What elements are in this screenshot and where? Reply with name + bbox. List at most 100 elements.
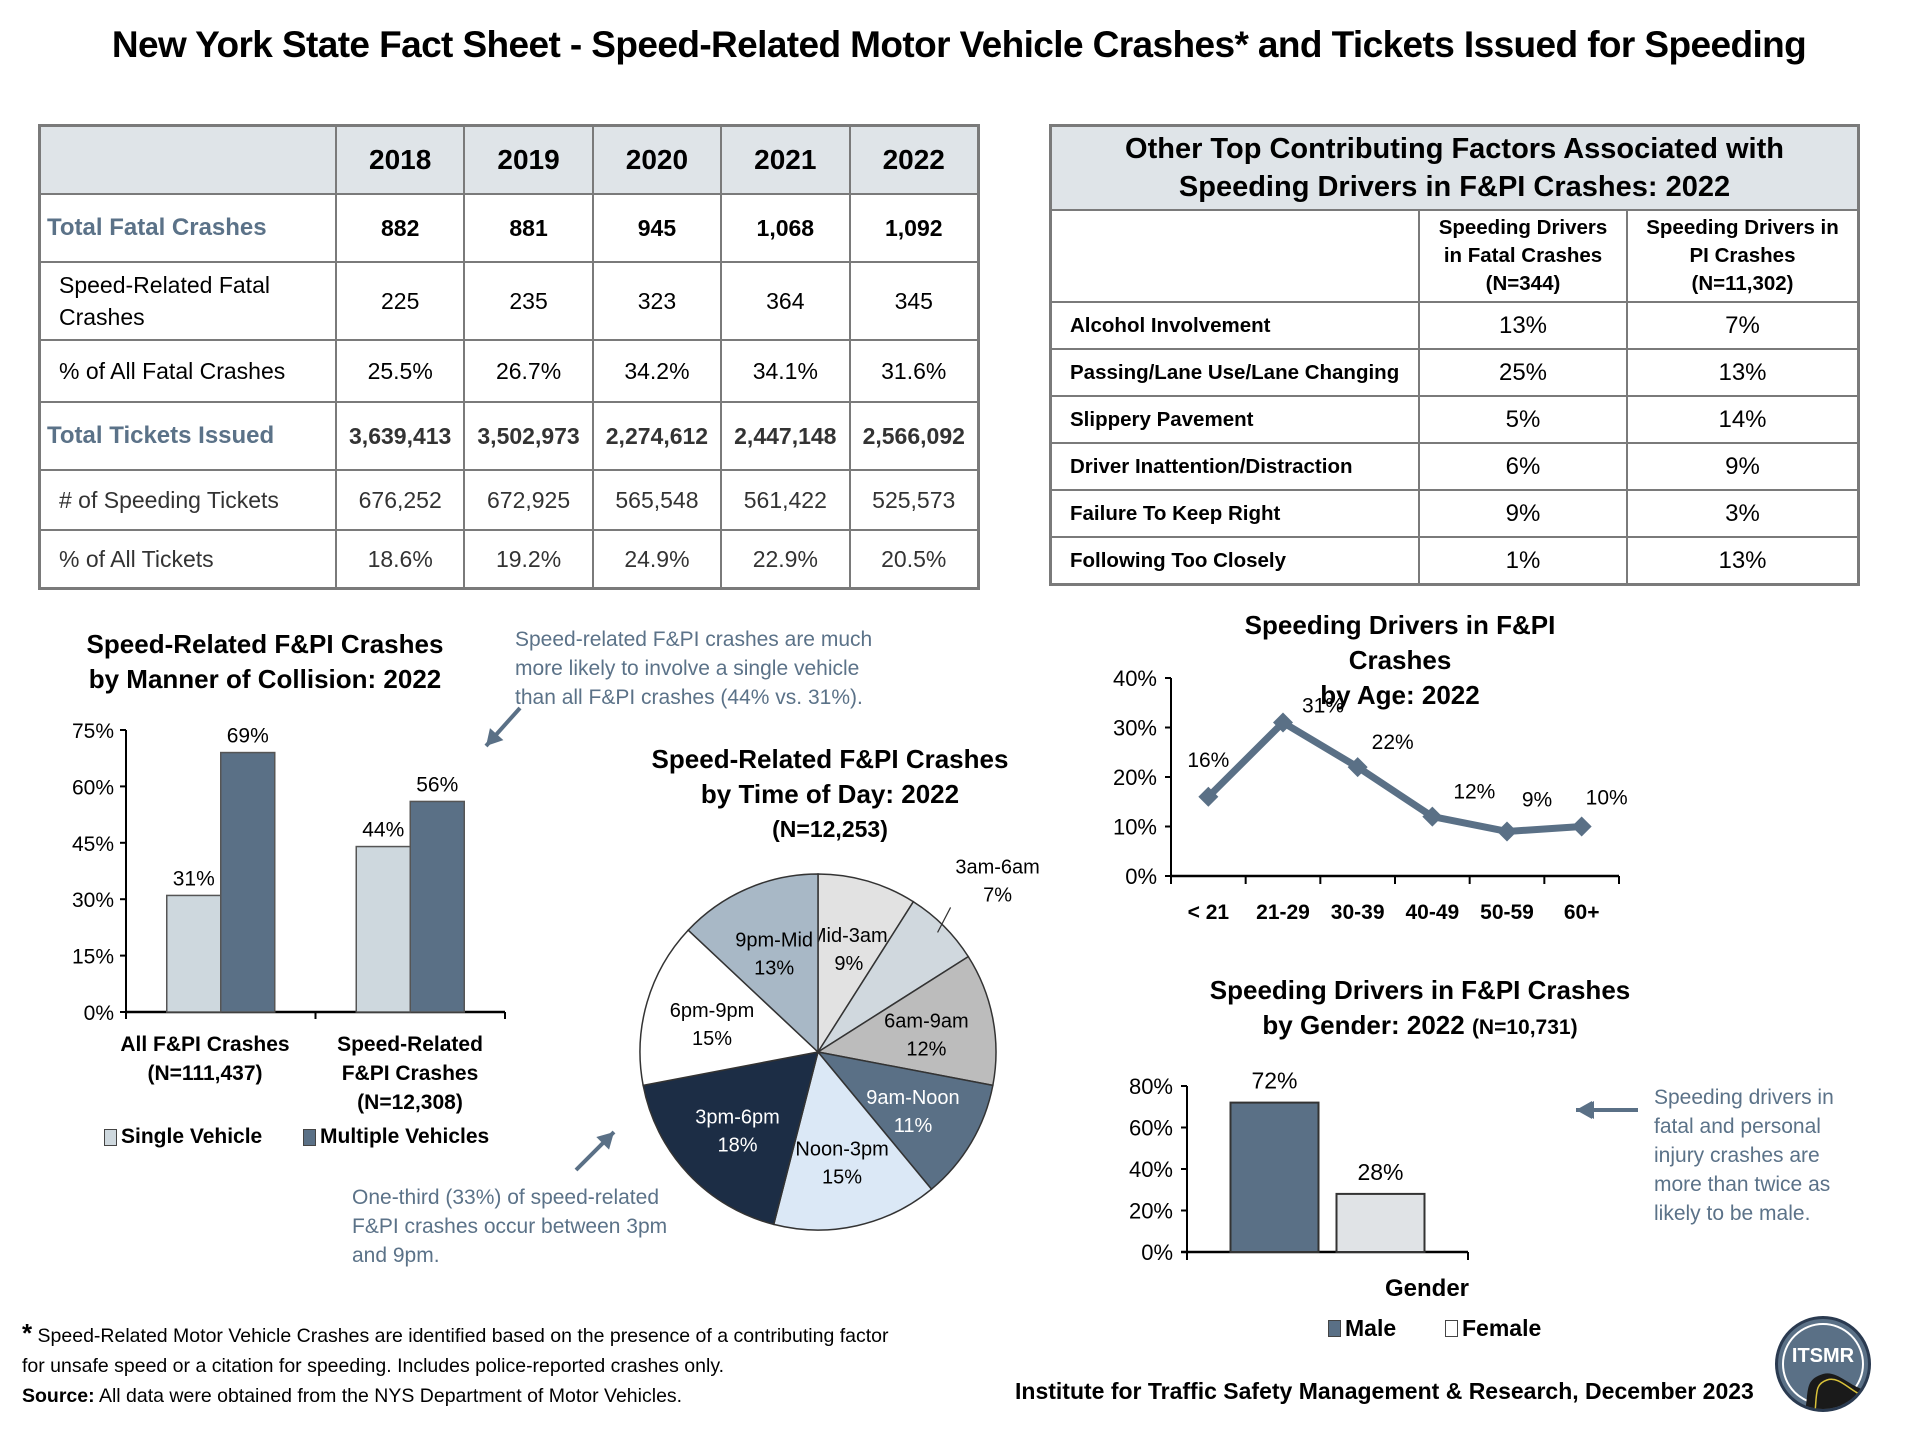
col-header-pi: Speeding Drivers in PI Crashes (N=11,302… [1626,209,1860,303]
note-line: likely to be male. [1654,1202,1811,1225]
collision-category-label: All F&PI Crashes (N=111,437) [110,1030,300,1088]
legend-swatch [104,1128,117,1146]
slice-value: 18% [718,1135,758,1157]
table-row: Alcohol Involvement 13% 7% [1049,301,1860,350]
data-label: 69% [227,725,269,748]
slice-label: 6am-9am [884,1010,968,1032]
note-line: One-third (33%) of speed-related [352,1186,659,1209]
cell: 31.6% [848,339,980,403]
note-line: injury crashes are [1654,1144,1820,1167]
category-line: F&PI Crashes [341,1062,479,1085]
cell: 565,548 [591,469,723,531]
y-tick-label: 20% [1129,1199,1173,1224]
cell: 882 [334,193,466,263]
slice-label: 9am-Noon [866,1087,959,1109]
y-tick-label: 75% [72,720,114,743]
y-tick-label: 60% [72,776,114,799]
chart-title-line: by Time of Day: 2022 [700,779,960,809]
arrow-head [486,728,504,746]
y-tick-label: 40% [1113,666,1157,691]
header-blank [1049,209,1420,303]
cell: 945 [591,193,723,263]
factor-label: Slippery Pavement [1049,395,1420,444]
factor-label: Driver Inattention/Distraction [1049,442,1420,491]
collision-chart-title: Speed-Related F&PI Crashes by Manner of … [60,627,470,697]
data-point [1198,786,1219,807]
cell: 25.5% [334,339,466,403]
col-header-line: Speeding Drivers [1438,216,1608,239]
cell: 1,092 [848,193,980,263]
chart-title-line: by Age: 2022 [1320,680,1480,710]
legend-label: Multiple Vehicles [320,1125,490,1148]
pie-chart-title: Speed-Related F&PI Crashes by Time of Da… [620,742,1040,847]
leader-line [937,907,952,933]
col-header-line: in Fatal Crashes [1443,244,1603,267]
cell: 13% [1418,301,1628,350]
pie-slice [687,873,819,1054]
series-line [1205,719,1582,835]
pie-slice [642,1051,820,1226]
data-label: 28% [1357,1159,1403,1185]
col-header-line: PI Crashes [1689,244,1796,267]
row-label: Total Tickets Issued [38,401,337,471]
x-tick-label: 50-59 [1480,901,1534,924]
note-line: than all F&PI crashes (44% vs. 31%). [515,686,863,709]
chart-title-line: Speed-Related F&PI Crashes [86,629,444,659]
cell: 13% [1626,348,1860,397]
cell: 14% [1626,395,1860,444]
bar [409,800,465,1013]
data-label: 10% [1586,787,1628,810]
pie-slice [817,873,915,1055]
road-icon [1805,1373,1868,1409]
cell: 9% [1626,442,1860,491]
table-row: Slippery Pavement 5% 14% [1049,395,1860,444]
slice-value: 7% [983,884,1012,906]
cell: 364 [720,261,851,341]
category-line: All F&PI Crashes [120,1033,290,1056]
legend-item-female: Female [1445,1315,1541,1342]
cell: 881 [463,193,594,263]
collision-chart: 0% 15% 30% 45% 60% 75% 31% 69% 44% 56% [72,720,506,1025]
age-line-chart: 0% 10% 20% 30% 40% < 21 21-29 30-39 40-49 50-59 60… [1113,666,1628,924]
cell: 22.9% [720,529,851,590]
cell: 9% [1418,489,1628,538]
category-line: (N=12,308) [357,1091,463,1114]
row-label: Total Fatal Crashes [38,193,337,263]
cell: 20.5% [848,529,980,590]
cell: 1,068 [720,193,851,263]
gender-xlabel: Gender [1384,1275,1470,1302]
cell: 34.2% [591,339,723,403]
pie-slice [815,955,997,1087]
note-line: more likely to involve a single vehicle [515,657,860,680]
chart-title-line: Speed-Related F&PI Crashes [651,744,1009,774]
cell: 345 [848,261,980,341]
factors-table-title: Other Top Contributing Factors Associate… [1049,124,1860,211]
data-point [1571,816,1592,837]
year-header: 2021 [720,124,851,195]
cell: 672,925 [463,469,594,531]
y-tick-label: 80% [1129,1074,1173,1099]
data-label: 16% [1187,749,1229,772]
gender-bar-chart: 0% 20% 40% 60% 80% 72% 28% [1129,1068,1469,1265]
data-point [1273,712,1293,733]
factor-label: Failure To Keep Right [1049,489,1420,538]
table-row: Driver Inattention/Distraction 6% 9% [1049,442,1860,491]
note-line: fatal and personal [1654,1115,1821,1138]
source-label: Source: [22,1385,95,1407]
legend-label: Male [1345,1315,1397,1341]
y-tick-label: 10% [1113,815,1157,840]
cell: 525,573 [848,469,980,531]
asterisk: * [22,1318,33,1348]
slice-value: 12% [906,1038,946,1060]
factors-title-line: Other Top Contributing Factors Associate… [1125,133,1784,165]
bar [355,845,411,1013]
year-header: 2019 [463,124,594,195]
header-blank [38,124,337,195]
data-label: 22% [1372,731,1414,754]
slice-value: 15% [692,1028,732,1050]
time-note: One-third (33%) of speed-related F&PI cr… [352,1183,667,1270]
cell: 561,422 [720,469,851,531]
year-header: 2022 [848,124,980,195]
slice-label: 3am-6am [955,856,1039,878]
footnote-text: Speed-Related Motor Vehicle Crashes are … [37,1325,889,1347]
